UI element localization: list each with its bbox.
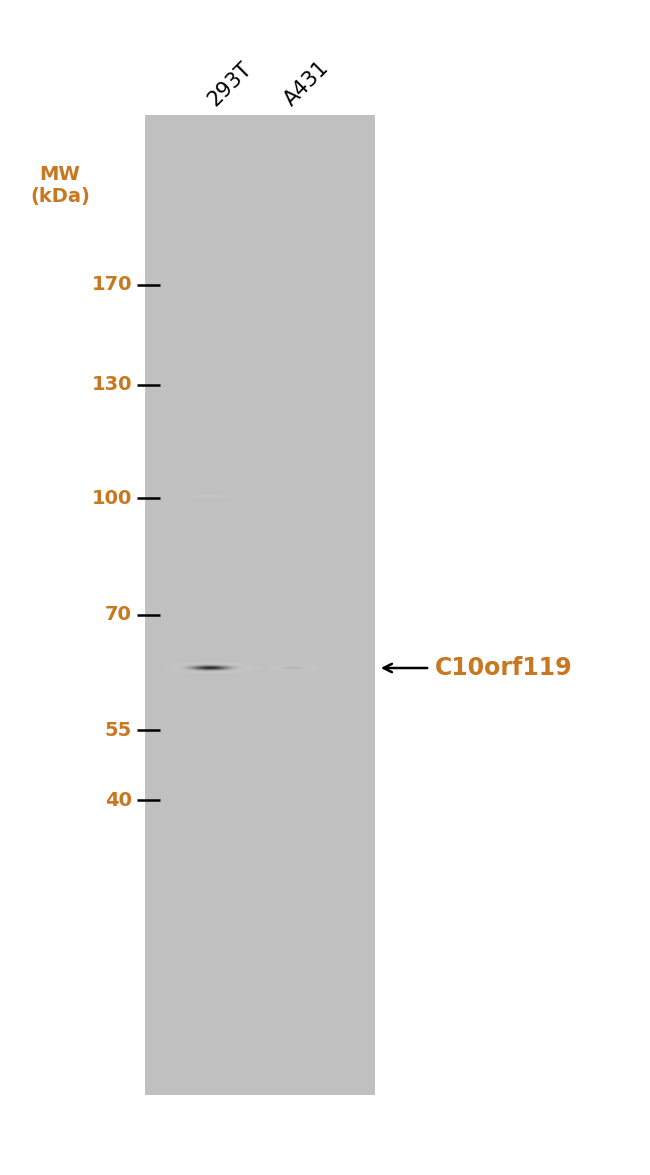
Text: 55: 55 bbox=[105, 720, 132, 739]
Text: C10orf119: C10orf119 bbox=[435, 656, 573, 680]
Bar bbox=[145, 115, 375, 1095]
Text: 40: 40 bbox=[105, 791, 132, 810]
Text: 293T: 293T bbox=[204, 59, 255, 110]
Text: MW
(kDa): MW (kDa) bbox=[30, 165, 90, 206]
Text: 100: 100 bbox=[92, 489, 132, 508]
Text: A431: A431 bbox=[281, 58, 333, 110]
Text: 130: 130 bbox=[92, 376, 132, 395]
Text: 70: 70 bbox=[105, 605, 132, 624]
Text: 170: 170 bbox=[92, 275, 132, 295]
